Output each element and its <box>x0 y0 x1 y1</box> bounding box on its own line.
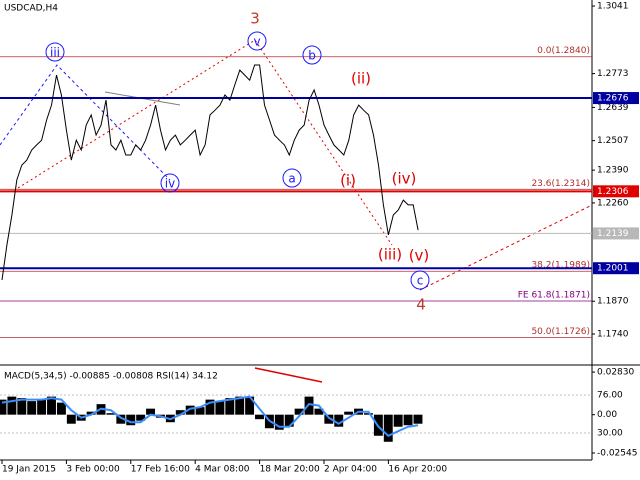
macd-bar <box>126 414 136 426</box>
wave-circle <box>302 45 322 65</box>
y-tick-label: 1.2507 <box>597 136 629 146</box>
macd-bar <box>284 414 294 427</box>
wave-label: a <box>288 172 295 186</box>
macd-bar <box>413 414 423 424</box>
y2-tick-label: 30.00 <box>597 428 623 438</box>
macd-bar <box>136 414 146 421</box>
wave-circle <box>282 168 302 188</box>
trend-line <box>254 367 323 383</box>
macd-bar <box>324 414 334 424</box>
macd-bar <box>274 414 284 430</box>
wave-label: (iii) <box>378 246 402 264</box>
fib-label: 23.6(1.2314) <box>531 179 590 189</box>
level-label: 1.2306 <box>597 187 629 197</box>
macd-bar <box>86 411 96 415</box>
wave-line <box>0 64 171 181</box>
macd-bar <box>37 399 47 415</box>
macd-bar <box>56 402 66 415</box>
macd-bar <box>47 396 56 415</box>
macd-bar <box>146 408 156 415</box>
fib-label: 38.2(1.1989) <box>531 261 590 271</box>
macd-bar <box>106 413 116 415</box>
wave-label: iv <box>165 177 175 191</box>
wave-label: c <box>417 274 424 288</box>
macd-bar <box>403 414 413 426</box>
x-tick-label: 2 Apr 04:00 <box>324 465 377 475</box>
wave-label: (ii) <box>351 70 371 88</box>
x-tick-label: 16 Apr 20:00 <box>388 465 447 475</box>
wave-label: (iv) <box>392 170 417 188</box>
fib-label: 50.0(1.1726) <box>531 327 590 337</box>
level-box <box>593 262 639 275</box>
macd-bar <box>294 408 304 415</box>
y-tick-label: 0.00 <box>597 410 617 420</box>
macd-bar <box>255 414 264 420</box>
y-tick-label: 1.2773 <box>597 69 629 79</box>
macd-bar <box>27 401 37 415</box>
wave-circle <box>247 31 267 51</box>
x-tick-label: 17 Feb 16:00 <box>131 465 190 475</box>
wave-label: (i) <box>340 172 356 190</box>
wave-label: (v) <box>409 247 430 265</box>
macd-bar <box>344 411 354 415</box>
wave-circle <box>410 270 430 290</box>
fib-label: 0.0(1.2840) <box>537 46 590 56</box>
chart-title: USDCAD,H4 <box>4 4 58 14</box>
wave-line <box>419 204 593 291</box>
macd-bar <box>195 407 205 415</box>
price-line <box>1 64 419 281</box>
x-tick-label: 19 Jan 2015 <box>2 465 56 475</box>
wave-label: 3 <box>250 10 260 28</box>
y-tick-label: 1.2390 <box>597 166 629 176</box>
level-label: 1.2139 <box>597 229 629 239</box>
macd-bar <box>66 414 76 424</box>
x-tick-label: 3 Feb 00:00 <box>66 465 120 475</box>
signal-line <box>1 395 419 437</box>
macd-bar <box>314 408 324 415</box>
y-tick-label: 1.1740 <box>597 329 629 339</box>
wave-circle <box>160 173 180 193</box>
level-label: 1.2001 <box>597 264 629 274</box>
indicator-title: MACD(5,34,5) -0.00885 -0.00808 RSI(14) 3… <box>4 372 218 382</box>
fib-label: FE 61.8(1.1871) <box>518 290 590 300</box>
macd-bar <box>116 414 126 424</box>
level-box <box>593 185 639 198</box>
y-tick-label: 1.2639 <box>597 103 629 113</box>
level-box <box>593 92 639 105</box>
macd-bar <box>235 396 245 415</box>
macd-bar <box>363 413 373 415</box>
wave-label: v <box>253 35 260 49</box>
macd-bar <box>215 401 225 415</box>
y-tick-label: 1.2260 <box>597 198 629 208</box>
macd-bar <box>205 399 215 415</box>
y-tick-label: 1.1870 <box>597 297 629 307</box>
macd-bar <box>17 398 27 415</box>
macd-bar <box>334 414 344 427</box>
y-tick-label: 1.3041 <box>597 2 629 12</box>
macd-bar <box>393 414 403 427</box>
wave-circle <box>45 42 65 62</box>
y-tick-label: -0.02545 <box>597 448 637 458</box>
macd-bar <box>225 398 235 415</box>
wave-label: b <box>308 49 316 63</box>
y-tick-label: 0.02830 <box>597 368 634 378</box>
wave-label: 4 <box>416 296 426 314</box>
level-box <box>593 227 639 240</box>
wave-label: iii <box>50 46 60 60</box>
y2-tick-label: 76.00 <box>597 391 623 401</box>
macd-bar <box>185 405 195 415</box>
x-tick-label: 4 Mar 08:00 <box>195 465 250 475</box>
macd-bar <box>245 396 255 415</box>
macd-bar <box>175 410 185 415</box>
macd-bar <box>383 414 393 442</box>
macd-bar <box>7 396 17 415</box>
macd-bar <box>0 399 7 415</box>
level-label: 1.2676 <box>597 94 629 104</box>
x-tick-label: 18 Mar 20:00 <box>260 465 320 475</box>
